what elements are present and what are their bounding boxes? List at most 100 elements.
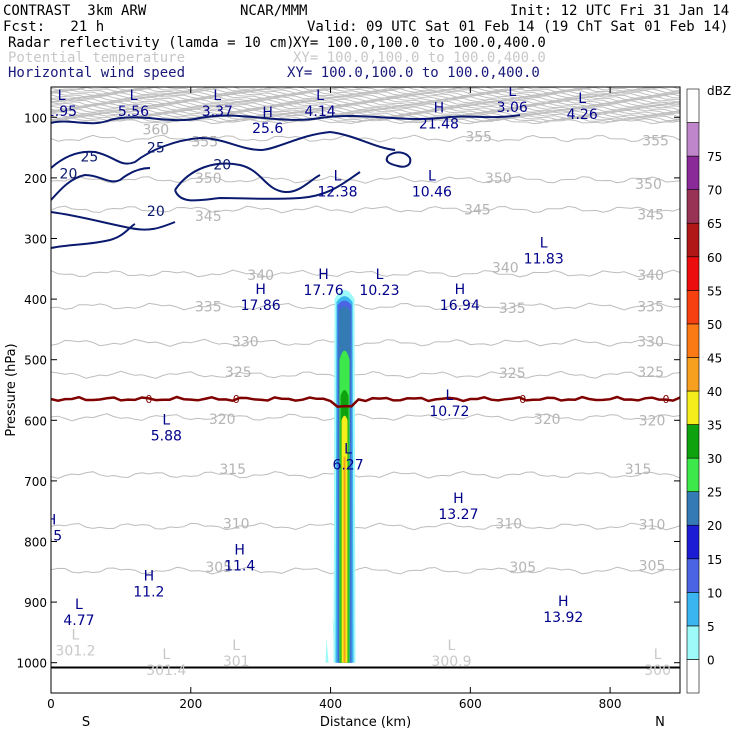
freezing-level-label: 0 — [233, 393, 240, 406]
theta-label: 360 — [142, 122, 169, 138]
extremum-low-marker: L — [232, 638, 240, 654]
strat-theta-line — [51, 117, 680, 124]
theta-label: 320 — [534, 412, 561, 428]
strat-theta-line — [51, 118, 680, 125]
wind-contour-line — [51, 130, 396, 169]
colorbar-level-label: 5 — [707, 620, 715, 634]
x-tick-label: 800 — [599, 697, 622, 711]
colorbar-level-label: 50 — [707, 318, 722, 332]
theta-contour-355 — [51, 134, 680, 143]
theta-contour-320 — [51, 413, 680, 422]
colorbar-swatch — [686, 424, 700, 459]
colorbar-swatch — [686, 390, 700, 425]
freezing-level-label: 0 — [663, 393, 670, 406]
extremum-low-marker: L — [578, 91, 586, 107]
theta-contour-310 — [51, 522, 680, 531]
dbz-5-fragment — [332, 614, 336, 663]
colorbar-level-label: 65 — [707, 217, 722, 231]
wind-contour-line — [51, 167, 151, 201]
strat-theta-line — [51, 102, 680, 109]
theta-label: 335 — [499, 301, 526, 317]
theta-label: 350 — [485, 171, 512, 187]
colorbar-level-label: 45 — [707, 351, 722, 365]
colorbar-swatch — [686, 524, 700, 560]
extremum-value: 11.4 — [224, 559, 255, 575]
field-radar-name: Radar reflectivity (lamda = 10 cm) — [8, 35, 295, 51]
extremum-value: 4.14 — [304, 104, 335, 120]
theta-label: 330 — [637, 335, 664, 351]
extremum-high-marker: H — [558, 594, 569, 610]
south-label: S — [82, 715, 90, 730]
strat-theta-line — [51, 105, 680, 112]
colorbar-swatch — [686, 457, 700, 492]
colorbar-level-label: 20 — [707, 519, 722, 533]
extremum-low-marker: L — [508, 84, 516, 100]
wind-contour-line — [174, 171, 361, 202]
extremum-value: 25.6 — [252, 121, 283, 137]
y-tick-label: 100 — [24, 111, 47, 125]
theta-label: 335 — [195, 299, 222, 315]
y-tick-label: 600 — [24, 414, 47, 428]
extremum-value: 4.77 — [63, 613, 94, 629]
wind-speed-label: 20 — [147, 204, 165, 220]
y-tick-label: 500 — [24, 354, 47, 368]
colorbar-level-label: 60 — [707, 251, 722, 265]
theta-label: 310 — [495, 516, 522, 532]
theta-label: 325 — [225, 365, 252, 381]
theta-contour-335 — [51, 302, 680, 311]
colorbar-level-label: 75 — [707, 150, 722, 164]
freezing-level-label: 0 — [519, 393, 526, 406]
wind-speed-label: 20 — [213, 158, 231, 174]
theta-label: 320 — [209, 412, 236, 428]
field-wind-name: Horizontal wind speed — [8, 65, 186, 81]
extremum-value: 10.23 — [359, 283, 399, 299]
wind-contour-line — [385, 151, 412, 168]
strat-theta-line — [51, 103, 680, 110]
wind-speed-contours — [51, 114, 521, 249]
extremum-low-marker: L — [540, 235, 548, 251]
freezing-level-line: 0 0 0 0 — [51, 393, 680, 408]
extremum-low-marker: L — [213, 88, 221, 104]
theta-contour-lines — [51, 134, 680, 575]
extremum-value: 6.27 — [332, 457, 363, 473]
extremum-low-marker: L — [75, 597, 83, 613]
extremum-value: 5.88 — [151, 428, 182, 444]
extremum-low-marker: L — [130, 88, 138, 104]
theta-label: 305 — [509, 560, 536, 576]
extrema-labels: L1.95L5.56L3.37L4.14L3.06L4.26H25.6H21.4… — [51, 84, 671, 679]
theta-contour-315 — [51, 470, 680, 479]
extremum-high-marker: H — [455, 282, 466, 298]
theta-label: 310 — [639, 518, 666, 534]
extremum-value: 17.76 — [304, 283, 344, 299]
extremum-low-marker: L — [344, 441, 352, 457]
theta-label: 315 — [625, 462, 652, 478]
y-tick-label: 300 — [24, 233, 47, 247]
extremum-low-marker: L — [376, 267, 384, 283]
extremum-value: 301.2 — [55, 643, 95, 659]
theta-label: 345 — [637, 207, 664, 223]
extremum-value: 300.9 — [431, 654, 471, 670]
theta-label: 315 — [219, 462, 246, 478]
y-tick-label: 400 — [24, 293, 47, 307]
x-tick-label: 600 — [459, 697, 482, 711]
header-forecast: Fcst: 21 h — [3, 19, 105, 35]
extremum-low-marker: L — [428, 169, 436, 185]
x-tick-label: 400 — [319, 697, 342, 711]
freezing-level-label: 0 — [145, 393, 152, 406]
extremum-value: 10.72 — [429, 404, 469, 420]
theta-contour-325 — [51, 370, 680, 379]
extremum-high-marker: H — [318, 267, 329, 283]
theta-label: 320 — [639, 413, 666, 429]
extremum-high-marker: H — [453, 491, 464, 507]
y-tick-label: 800 — [24, 536, 47, 550]
extremum-value: 12.38 — [317, 185, 357, 201]
theta-label: 330 — [232, 335, 259, 351]
wind-speed-label: 25 — [147, 141, 165, 157]
theta-label: 340 — [492, 261, 519, 277]
x-axis-label: Distance (km) — [320, 715, 411, 730]
colorbar-swatch — [686, 659, 700, 694]
stratosphere-theta-band — [51, 87, 680, 125]
extremum-low-marker: L — [334, 169, 342, 185]
